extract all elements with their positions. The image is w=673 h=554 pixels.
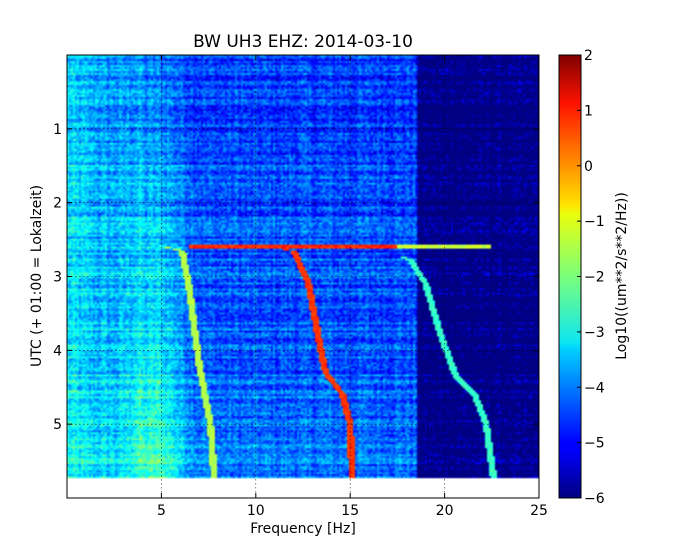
x-tick-label: 10: [247, 503, 265, 519]
colorbar-tick-label: −5: [584, 436, 605, 452]
y-tick-label: 2: [53, 196, 62, 212]
colorbar-ticks: 2 1 0 −1 −2 −3 −4 −5 −6: [577, 48, 605, 507]
x-axis: 5 10 15 20 25: [157, 55, 548, 519]
colorbar-tick-label: −6: [584, 491, 605, 507]
colorbar-tick-label: −3: [584, 325, 605, 341]
colorbar-tick-label: −4: [584, 380, 605, 396]
colorbar-tick-label: −2: [584, 270, 605, 286]
x-tick-label: 5: [157, 503, 166, 519]
colorbar: 2 1 0 −1 −2 −3 −4 −5 −6 Log10((um**2/s**2/Hz)): [558, 48, 630, 507]
y-axis-label: UTC (+ 01:00 = Lokalzeit): [29, 185, 45, 367]
y-tick-label: 4: [53, 343, 62, 359]
colorbar-tick-label: 1: [584, 103, 593, 119]
colorbar-tick-label: 2: [584, 48, 593, 64]
x-tick-label: 20: [436, 503, 454, 519]
y-axis: 1 2 3 4 5: [53, 122, 539, 433]
grid-lines: [67, 55, 539, 498]
x-tick-label: 15: [341, 503, 359, 519]
y-tick-label: 1: [53, 122, 62, 138]
colorbar-tick-label: 0: [584, 159, 593, 175]
chart-title: BW UH3 EHZ: 2014-03-10: [193, 32, 413, 52]
x-tick-label: 25: [530, 503, 548, 519]
x-axis-label: Frequency [Hz]: [250, 521, 356, 537]
colorbar-tick-label: −1: [584, 214, 605, 230]
y-tick-label: 5: [53, 417, 62, 433]
y-tick-label: 3: [53, 270, 62, 286]
colorbar-label: Log10((um**2/s**2/Hz)): [614, 192, 630, 360]
